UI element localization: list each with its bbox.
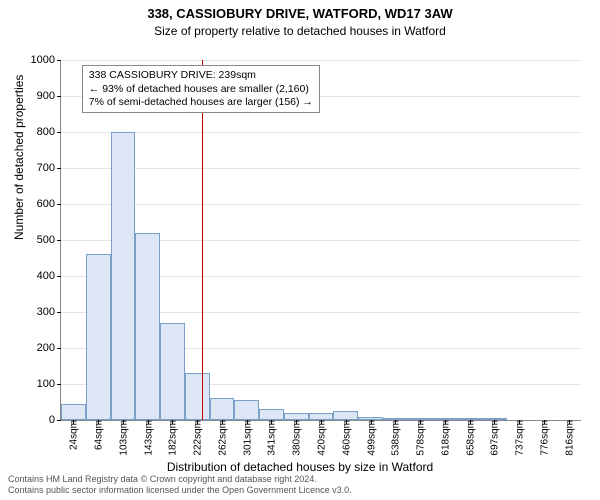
histogram-bar [284, 413, 309, 420]
xtick-label: 618sqm [438, 420, 451, 456]
annotation-line: 7% of semi-detached houses are larger (1… [89, 96, 313, 109]
xtick-label: 658sqm [463, 420, 476, 456]
xtick-label: 737sqm [513, 420, 526, 456]
histogram-bar [234, 400, 259, 420]
xtick-label: 499sqm [364, 420, 377, 456]
xtick-label: 578sqm [414, 420, 427, 456]
xtick-label: 301sqm [240, 420, 253, 456]
xtick-label: 222sqm [191, 420, 204, 456]
ytick-label: 100 [37, 378, 61, 390]
ytick-label: 400 [37, 270, 61, 282]
gridline [61, 132, 581, 133]
histogram-bar [61, 404, 86, 420]
histogram-bar [210, 398, 235, 420]
histogram-bar [160, 323, 185, 420]
histogram-bar [333, 411, 358, 420]
xtick-label: 460sqm [339, 420, 352, 456]
xtick-label: 143sqm [141, 420, 154, 456]
y-axis-label: Number of detached properties [12, 75, 26, 240]
xtick-label: 697sqm [488, 420, 501, 456]
ytick-label: 1000 [31, 54, 61, 66]
xtick-label: 103sqm [116, 420, 129, 456]
xtick-label: 24sqm [67, 420, 80, 450]
ytick-label: 700 [37, 162, 61, 174]
reference-line [202, 60, 203, 420]
page-subtitle: Size of property relative to detached ho… [0, 24, 600, 38]
annotation-box: 338 CASSIOBURY DRIVE: 239sqm← 93% of det… [82, 65, 320, 112]
ytick-label: 200 [37, 342, 61, 354]
xtick-label: 64sqm [92, 420, 105, 450]
histogram-bar [111, 132, 136, 420]
gridline [61, 204, 581, 205]
ytick-label: 600 [37, 198, 61, 210]
footer-line: Contains public sector information licen… [8, 485, 352, 496]
xtick-label: 420sqm [315, 420, 328, 456]
annotation-line: 338 CASSIOBURY DRIVE: 239sqm [89, 69, 313, 82]
ytick-label: 900 [37, 90, 61, 102]
xtick-label: 341sqm [265, 420, 278, 456]
xtick-label: 182sqm [166, 420, 179, 456]
ytick-label: 0 [49, 414, 61, 426]
gridline [61, 168, 581, 169]
histogram-bar [86, 254, 111, 420]
histogram-bar [309, 413, 334, 420]
histogram-bar [259, 409, 284, 420]
ytick-label: 500 [37, 234, 61, 246]
gridline [61, 60, 581, 61]
xtick-label: 262sqm [215, 420, 228, 456]
annotation-line: ← 93% of detached houses are smaller (2,… [89, 83, 313, 96]
xtick-label: 538sqm [389, 420, 402, 456]
ytick-label: 300 [37, 306, 61, 318]
histogram-bar [135, 233, 160, 420]
xtick-label: 380sqm [290, 420, 303, 456]
x-axis-label: Distribution of detached houses by size … [0, 460, 600, 474]
histogram-bar [185, 373, 210, 420]
xtick-label: 816sqm [562, 420, 575, 456]
histogram-plot: 0100200300400500600700800900100024sqm64s… [60, 60, 581, 421]
xtick-label: 776sqm [537, 420, 550, 456]
ytick-label: 800 [37, 126, 61, 138]
attribution-footer: Contains HM Land Registry data © Crown c… [8, 474, 352, 496]
page-title: 338, CASSIOBURY DRIVE, WATFORD, WD17 3AW [0, 6, 600, 21]
footer-line: Contains HM Land Registry data © Crown c… [8, 474, 352, 485]
